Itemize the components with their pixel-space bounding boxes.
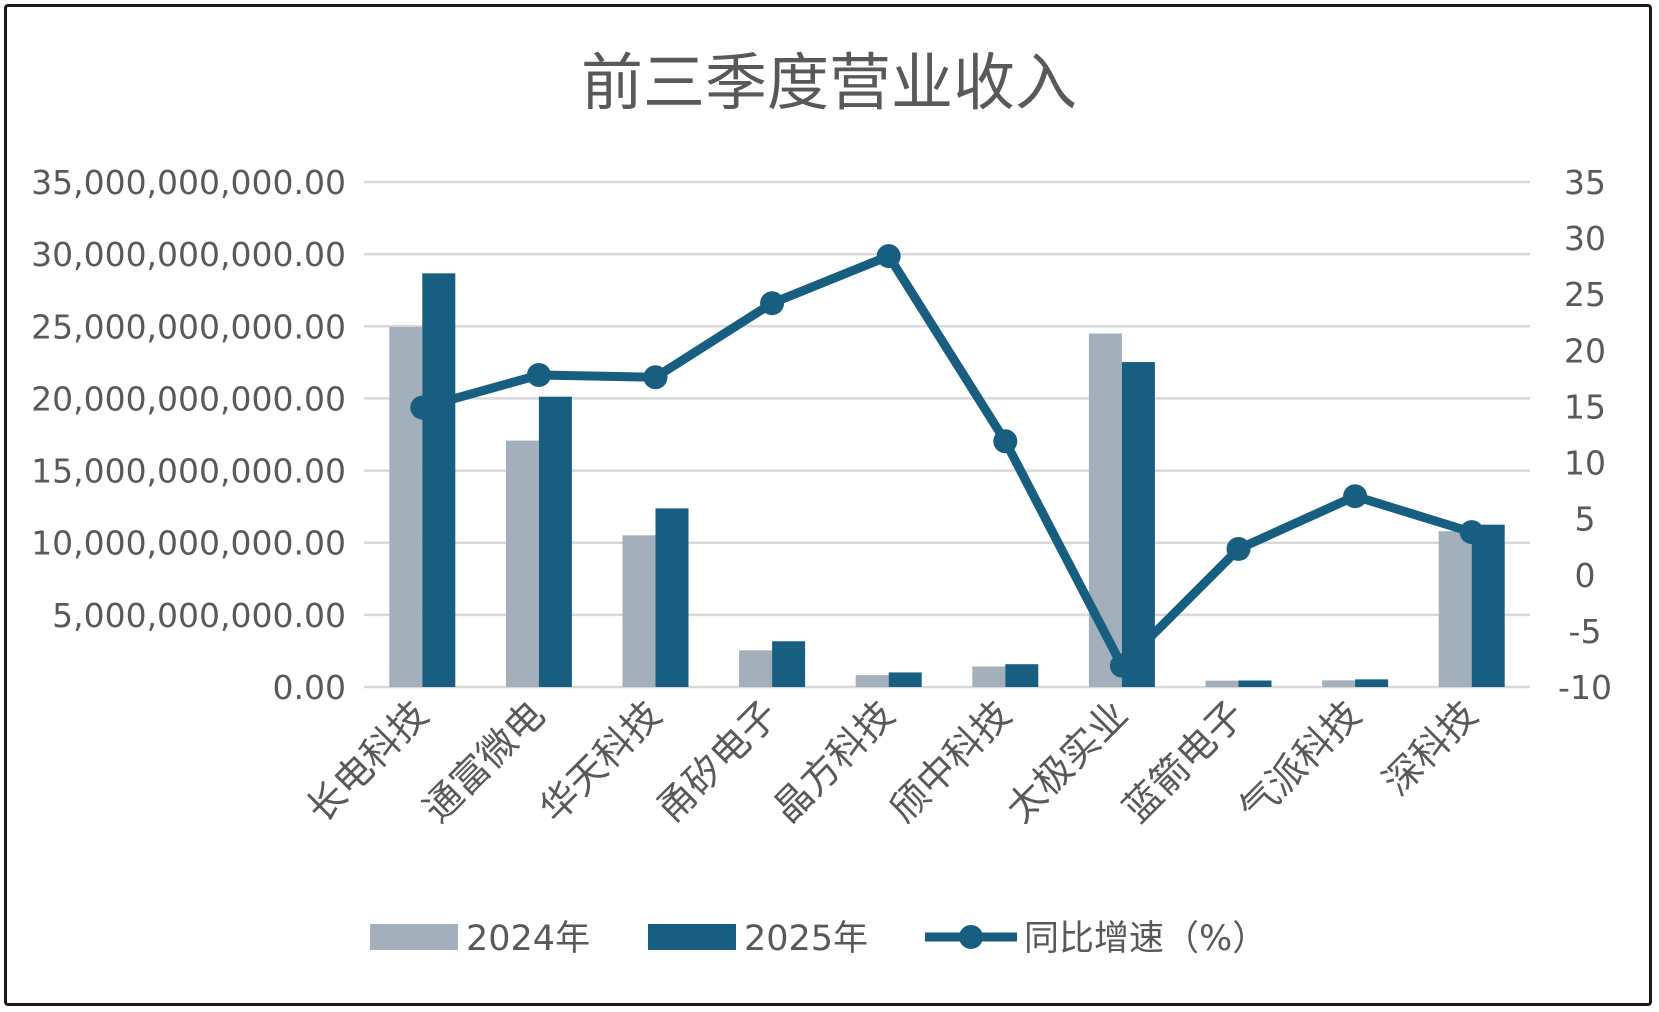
y-right-tick-label: 15 [1564,387,1606,426]
bar-2024 [389,326,423,687]
bar-2025 [422,273,456,687]
growth-point [760,291,785,316]
legend-label-growth: 同比增速（%） [1024,919,1267,959]
legend-marker-growth [959,925,983,949]
growth-point [410,395,435,420]
y-left-tick-label: 5,000,000,000.00 [52,596,346,635]
x-tick-label: 蓝箭电子 [1114,692,1253,831]
y-right-tick-label: 0 [1575,556,1596,595]
bar-series [389,273,1505,687]
y-right-tick-label: 20 [1564,331,1606,370]
bar-2024 [855,675,889,687]
x-tick-label: 晶方科技 [764,692,903,831]
legend-label-2025: 2025年 [744,919,868,959]
y-axis-left: 0.00 5,000,000,000.00 10,000,000,000.00 15,… [31,163,346,707]
y-left-tick-label: 10,000,000,000.00 [31,524,346,563]
growth-point [1459,520,1484,545]
legend: 2024年 2025年 同比增速（%） [370,919,1267,959]
y-right-tick-label: 25 [1564,275,1606,314]
growth-point [526,363,551,388]
bar-2024 [505,440,539,687]
bar-2025 [538,396,572,687]
growth-line [417,251,1477,671]
y-left-tick-label: 30,000,000,000.00 [31,235,346,274]
y-right-tick-label: 35 [1564,163,1606,202]
y-left-tick-label: 20,000,000,000.00 [31,379,346,418]
y-right-tick-label: 10 [1564,444,1606,483]
growth-point [876,244,901,269]
chart-title: 前三季度营业收入 [581,46,1077,119]
legend-label-2024: 2024年 [466,919,590,959]
x-tick-label: 颀中科技 [881,692,1020,831]
y-right-tick-label: 30 [1564,219,1606,258]
bar-2025 [655,508,689,687]
y-left-tick-label: 35,000,000,000.00 [31,163,346,202]
bar-2024 [622,535,656,687]
growth-point [643,365,668,390]
y-left-tick-label: 15,000,000,000.00 [31,452,346,491]
legend-swatch-2024 [370,924,458,950]
growth-point [1343,484,1368,509]
bar-2024 [739,650,773,687]
growth-point [1226,536,1251,561]
x-tick-label: 太极实业 [998,692,1137,831]
bar-2025 [772,641,806,687]
growth-point [1109,653,1134,678]
x-tick-label: 华天科技 [531,692,670,831]
x-tick-label: 长电科技 [298,692,437,831]
bar-2025 [1238,680,1272,687]
y-right-tick-label: -10 [1558,668,1612,707]
bar-2025 [1005,664,1039,687]
y-axis-right: -10 -5 0 5 10 15 20 25 30 35 [1558,163,1612,707]
y-left-tick-label: 25,000,000,000.00 [31,307,346,346]
growth-line-series [410,244,1484,678]
legend-swatch-2025 [648,924,736,950]
bar-2024 [972,666,1006,687]
bar-2025 [1471,524,1505,687]
x-tick-label: 通富微电 [415,692,554,831]
growth-point [993,429,1018,454]
bar-2025 [1355,679,1389,687]
y-right-tick-label: -5 [1569,612,1602,651]
bar-2024 [1205,680,1239,687]
y-right-tick-label: 5 [1575,500,1596,539]
x-tick-label: 气派科技 [1231,692,1370,831]
bar-2025 [888,672,922,687]
y-left-tick-label: 0.00 [273,668,346,707]
x-tick-label: 深科技 [1374,692,1486,804]
bar-2024 [1438,531,1472,687]
x-tick-label: 甬矽电子 [648,692,787,831]
bar-2024 [1322,680,1356,687]
